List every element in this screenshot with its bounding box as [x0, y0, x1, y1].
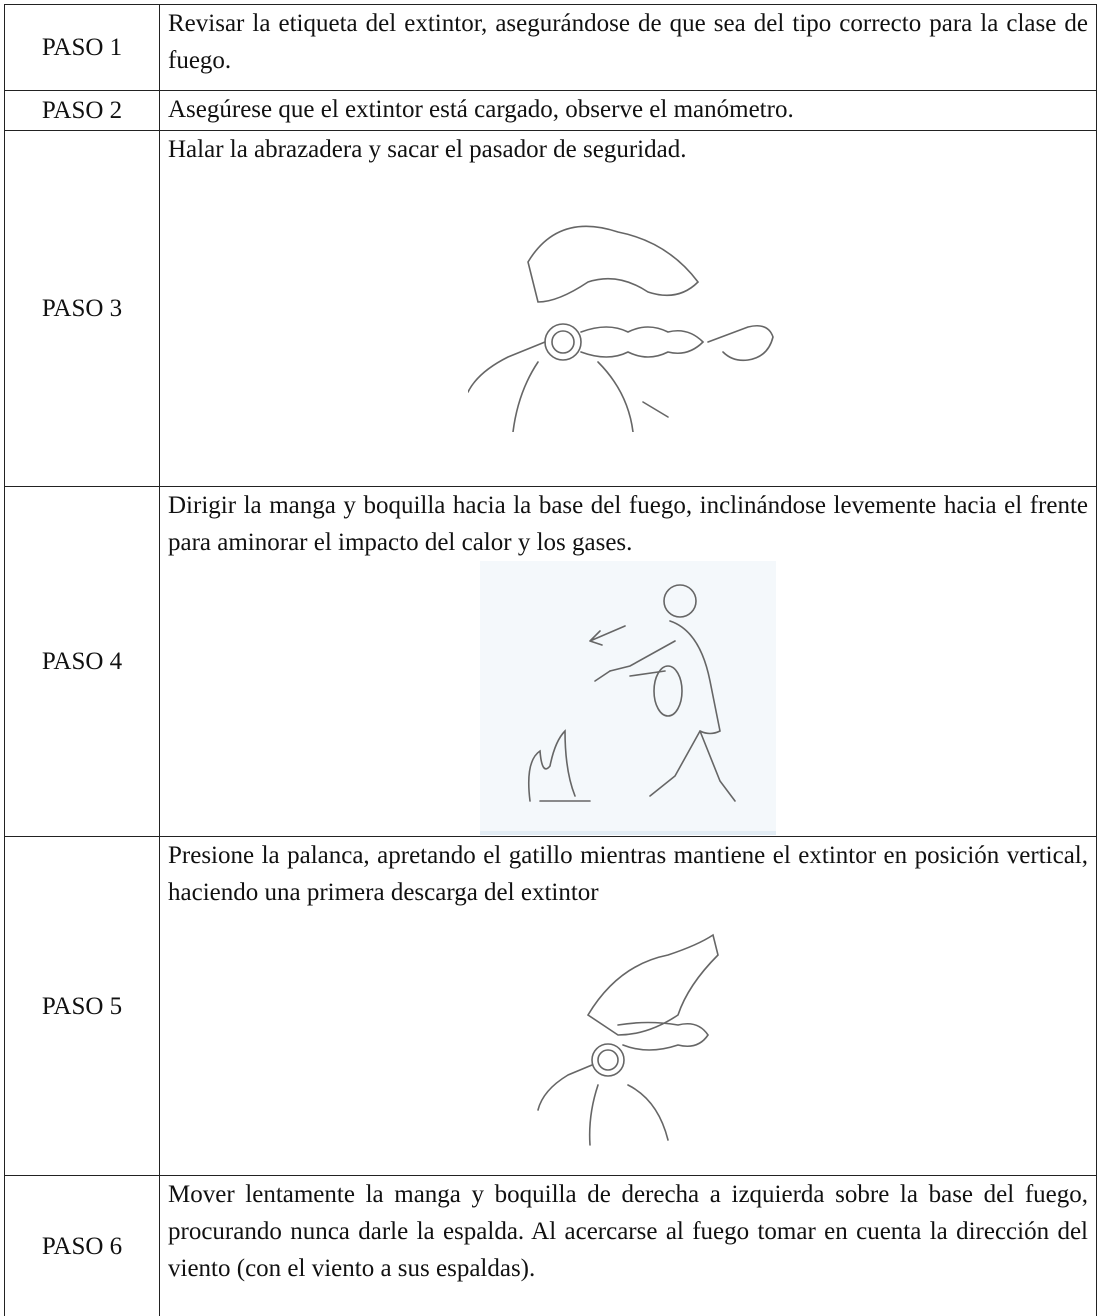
step-label: PASO 1 — [4, 4, 160, 91]
step-cell: Dirigir la manga y boquilla hacia la bas… — [159, 486, 1097, 837]
step-label: PASO 6 — [4, 1175, 160, 1316]
illustration — [537, 933, 719, 1146]
step-label: PASO 2 — [4, 90, 160, 131]
row: PASO 6 Mover lentamente la manga y boqui… — [4, 1175, 1097, 1316]
step-label: PASO 3 — [4, 130, 160, 487]
row: PASO 3 Halar la abrazadera y sacar el pa… — [4, 130, 1097, 487]
step-label: PASO 5 — [4, 836, 160, 1176]
step-label: PASO 4 — [4, 486, 160, 837]
illustration — [468, 225, 774, 432]
step-text: Revisar la etiqueta del extintor, asegur… — [159, 4, 1097, 91]
step-cell: Halar la abrazadera y sacar el pasador d… — [159, 130, 1097, 487]
row: PASO 2 Asegúrese que el extintor está ca… — [4, 90, 1097, 131]
step-text: Asegúrese que el extintor está cargado, … — [159, 90, 1097, 131]
step-text: Presione la palanca, apretando el gatill… — [168, 842, 1088, 906]
step-cell: Presione la palanca, apretando el gatill… — [159, 836, 1097, 1176]
row: PASO 4 Dirigir la manga y boquilla hacia… — [4, 486, 1097, 837]
row: PASO 5 Presione la palanca, apretando el… — [4, 836, 1097, 1176]
step-text: Mover lentamente la manga y boquilla de … — [159, 1175, 1097, 1316]
step-text: Dirigir la manga y boquilla hacia la bas… — [168, 492, 1088, 556]
step-text: Halar la abrazadera y sacar el pasador d… — [168, 136, 687, 163]
illustration — [480, 561, 776, 835]
row: PASO 1 Revisar la etiqueta del extintor,… — [4, 4, 1097, 91]
steps-table: PASO 1 Revisar la etiqueta del extintor,… — [4, 4, 1097, 1316]
